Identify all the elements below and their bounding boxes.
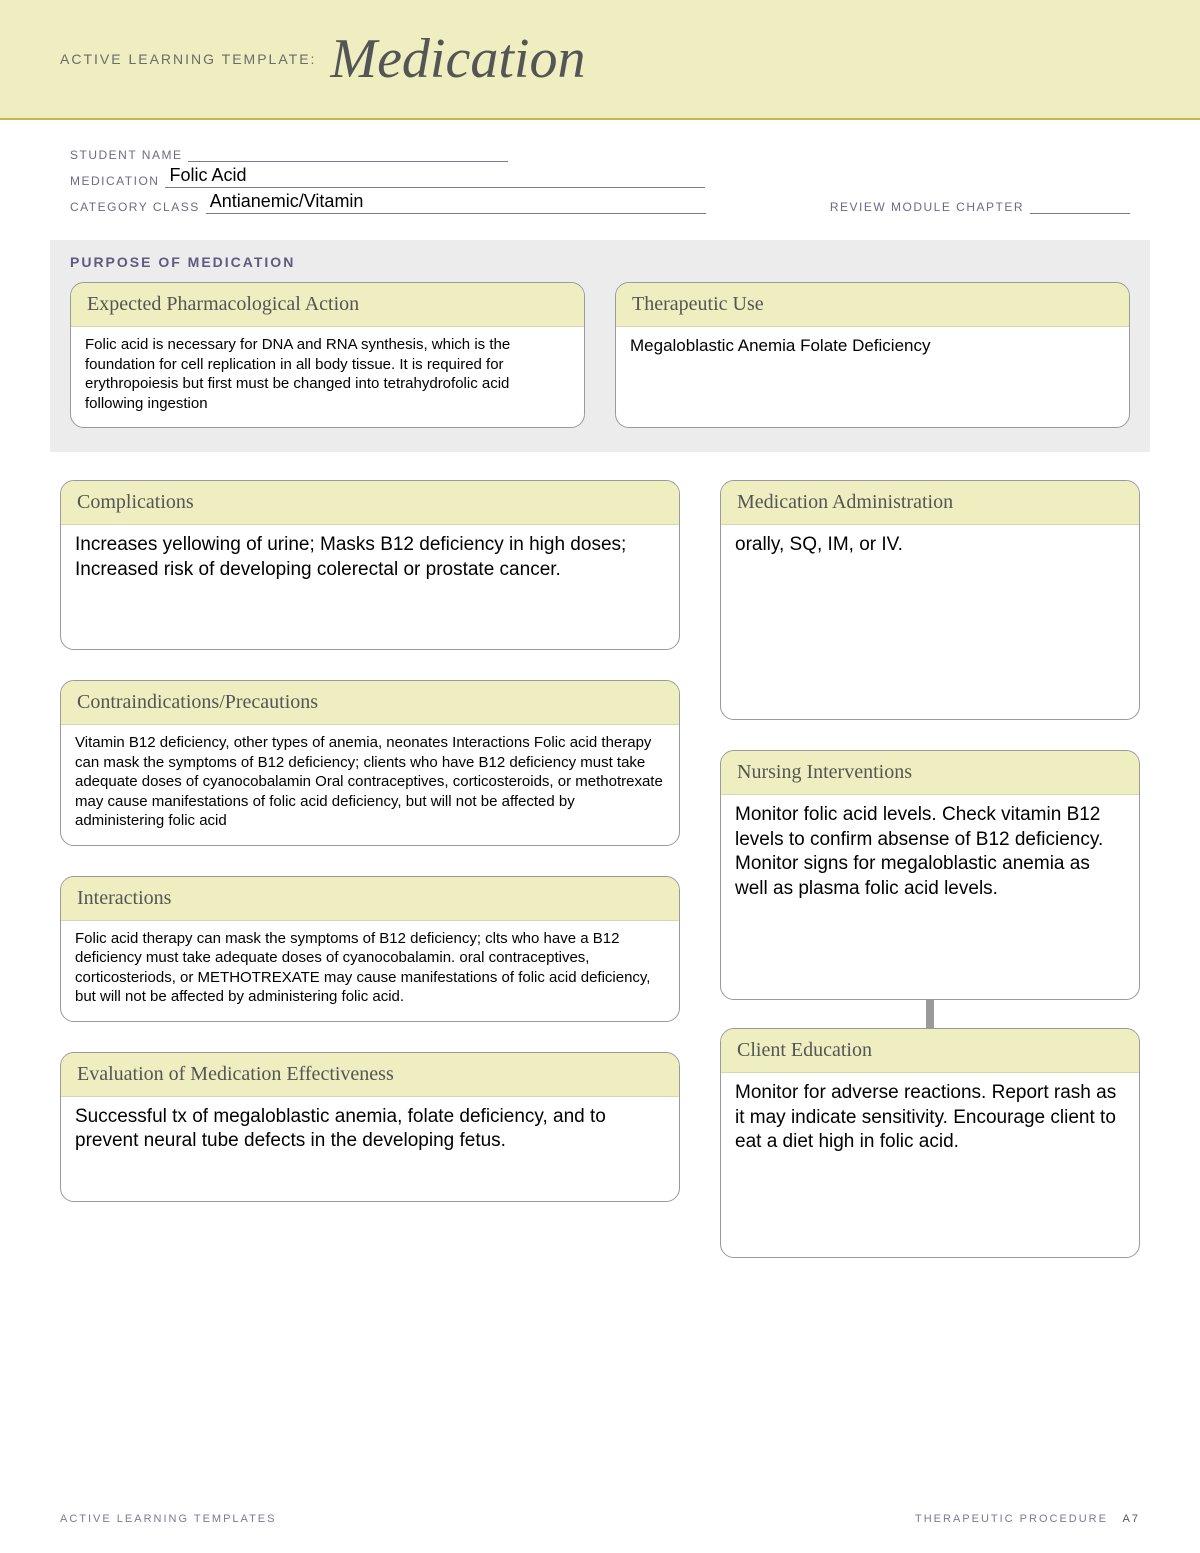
pharma-action-card: Expected Pharmacological Action Folic ac… bbox=[70, 282, 585, 428]
footer-left: ACTIVE LEARNING TEMPLATES bbox=[60, 1513, 276, 1525]
pharma-action-title: Expected Pharmacological Action bbox=[71, 283, 584, 327]
student-name-field[interactable] bbox=[188, 144, 508, 162]
category-label: CATEGORY CLASS bbox=[70, 200, 200, 214]
administration-body: orally, SQ, IM, or IV. bbox=[721, 525, 1139, 572]
contraindications-card: Contraindications/Precautions Vitamin B1… bbox=[60, 680, 680, 846]
review-label: REVIEW MODULE CHAPTER bbox=[830, 200, 1024, 214]
meta-block: STUDENT NAME MEDICATION Folic Acid CATEG… bbox=[0, 120, 1200, 240]
nursing-title: Nursing Interventions bbox=[721, 751, 1139, 795]
banner-title: Medication bbox=[330, 27, 585, 91]
medication-label: MEDICATION bbox=[70, 174, 159, 188]
administration-title: Medication Administration bbox=[721, 481, 1139, 525]
left-column: Complications Increases yellowing of uri… bbox=[60, 480, 680, 1258]
education-card: Client Education Monitor for adverse rea… bbox=[720, 1028, 1140, 1258]
contraindications-title: Contraindications/Precautions bbox=[61, 681, 679, 725]
education-title: Client Education bbox=[721, 1029, 1139, 1073]
complications-body: Increases yellowing of urine; Masks B12 … bbox=[61, 525, 679, 596]
medication-field[interactable]: Folic Acid bbox=[165, 170, 705, 188]
nursing-card: Nursing Interventions Monitor folic acid… bbox=[720, 750, 1140, 1000]
page-footer: ACTIVE LEARNING TEMPLATES THERAPEUTIC PR… bbox=[60, 1513, 1140, 1525]
complications-title: Complications bbox=[61, 481, 679, 525]
contraindications-body: Vitamin B12 deficiency, other types of a… bbox=[61, 725, 679, 845]
purpose-section: PURPOSE OF MEDICATION Expected Pharmacol… bbox=[50, 240, 1150, 452]
purpose-heading: PURPOSE OF MEDICATION bbox=[70, 254, 1130, 270]
nursing-body: Monitor folic acid levels. Check vitamin… bbox=[721, 795, 1139, 916]
category-field[interactable]: Antianemic/Vitamin bbox=[206, 196, 706, 214]
card-connector bbox=[926, 1000, 934, 1028]
evaluation-body: Successful tx of megaloblastic anemia, f… bbox=[61, 1097, 679, 1168]
right-column: Medication Administration orally, SQ, IM… bbox=[720, 480, 1140, 1258]
education-body: Monitor for adverse reactions. Report ra… bbox=[721, 1073, 1139, 1169]
complications-card: Complications Increases yellowing of uri… bbox=[60, 480, 680, 650]
banner-prefix: ACTIVE LEARNING TEMPLATE: bbox=[60, 51, 316, 67]
evaluation-card: Evaluation of Medication Effectiveness S… bbox=[60, 1052, 680, 1202]
pharma-action-body: Folic acid is necessary for DNA and RNA … bbox=[71, 327, 584, 427]
interactions-body: Folic acid therapy can mask the symptoms… bbox=[61, 921, 679, 1021]
administration-card: Medication Administration orally, SQ, IM… bbox=[720, 480, 1140, 720]
interactions-title: Interactions bbox=[61, 877, 679, 921]
therapeutic-use-title: Therapeutic Use bbox=[616, 283, 1129, 327]
review-field[interactable] bbox=[1030, 196, 1130, 214]
content-columns: Complications Increases yellowing of uri… bbox=[60, 480, 1140, 1258]
therapeutic-use-card: Therapeutic Use Megaloblastic Anemia Fol… bbox=[615, 282, 1130, 428]
page-banner: ACTIVE LEARNING TEMPLATE: Medication bbox=[0, 0, 1200, 120]
interactions-card: Interactions Folic acid therapy can mask… bbox=[60, 876, 680, 1022]
footer-right: THERAPEUTIC PROCEDURE A7 bbox=[915, 1513, 1140, 1525]
evaluation-title: Evaluation of Medication Effectiveness bbox=[61, 1053, 679, 1097]
student-name-label: STUDENT NAME bbox=[70, 148, 182, 162]
therapeutic-use-body: Megaloblastic Anemia Folate Deficiency bbox=[616, 327, 1129, 371]
